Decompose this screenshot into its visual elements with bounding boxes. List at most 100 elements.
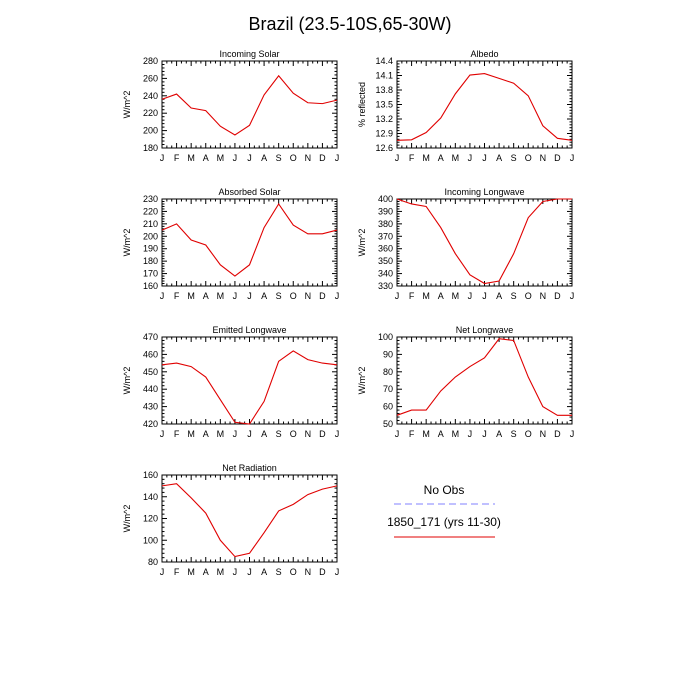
x-tick-label: A bbox=[203, 153, 209, 163]
x-tick-label: A bbox=[261, 429, 267, 439]
x-tick-label: J bbox=[468, 153, 473, 163]
y-tick-label: 380 bbox=[378, 219, 393, 229]
x-tick-label: F bbox=[409, 153, 415, 163]
y-tick-label: 390 bbox=[378, 206, 393, 216]
y-axis-label: W/m^2 bbox=[122, 229, 132, 257]
series-line-model bbox=[396, 198, 572, 285]
x-tick-label: J bbox=[482, 291, 487, 301]
y-tick-label: 12.6 bbox=[375, 143, 393, 153]
x-tick-label: J bbox=[160, 153, 165, 163]
y-tick-label: 340 bbox=[378, 269, 393, 279]
y-axis-label: W/m^2 bbox=[122, 367, 132, 395]
x-tick-label: N bbox=[305, 153, 312, 163]
x-tick-label: A bbox=[438, 153, 444, 163]
x-tick-label: D bbox=[319, 291, 326, 301]
y-tick-label: 470 bbox=[143, 332, 158, 342]
x-tick-label: J bbox=[233, 567, 238, 577]
series-line-model bbox=[396, 73, 573, 141]
x-tick-label: J bbox=[395, 429, 400, 439]
x-tick-label: D bbox=[319, 153, 326, 163]
x-tick-label: S bbox=[276, 291, 282, 301]
figure-title: Brazil (23.5-10S,65-30W) bbox=[248, 14, 451, 34]
x-tick-label: J bbox=[570, 291, 575, 301]
x-tick-label: A bbox=[261, 567, 267, 577]
x-tick-label: S bbox=[511, 291, 517, 301]
x-tick-label: M bbox=[217, 291, 225, 301]
x-tick-label: M bbox=[422, 291, 430, 301]
x-tick-label: S bbox=[511, 429, 517, 439]
x-tick-label: O bbox=[290, 153, 297, 163]
x-tick-label: F bbox=[409, 429, 415, 439]
x-tick-label: J bbox=[335, 567, 340, 577]
chart-title: Incoming Longwave bbox=[444, 187, 524, 197]
y-tick-label: 360 bbox=[378, 244, 393, 254]
x-tick-label: M bbox=[187, 291, 195, 301]
x-tick-label: N bbox=[305, 291, 312, 301]
x-tick-label: F bbox=[409, 291, 415, 301]
x-tick-label: J bbox=[233, 291, 238, 301]
x-tick-label: J bbox=[160, 429, 165, 439]
chart-title: Incoming Solar bbox=[219, 49, 279, 59]
x-tick-label: A bbox=[438, 429, 444, 439]
legend-obs-label: No Obs bbox=[424, 483, 465, 497]
y-tick-label: 350 bbox=[378, 256, 393, 266]
x-tick-label: J bbox=[482, 429, 487, 439]
x-tick-label: M bbox=[187, 153, 195, 163]
y-tick-label: 190 bbox=[143, 244, 158, 254]
y-axis-label: % reflected bbox=[357, 82, 367, 127]
series-line-model bbox=[161, 74, 338, 136]
x-tick-label: M bbox=[217, 429, 225, 439]
y-tick-label: 400 bbox=[378, 194, 393, 204]
x-tick-label: S bbox=[511, 153, 517, 163]
x-tick-label: A bbox=[438, 291, 444, 301]
x-tick-label: J bbox=[160, 567, 165, 577]
y-axis-label: W/m^2 bbox=[357, 229, 367, 257]
x-tick-label: J bbox=[233, 429, 238, 439]
y-tick-label: 230 bbox=[143, 194, 158, 204]
x-tick-label: S bbox=[276, 429, 282, 439]
y-tick-label: 210 bbox=[143, 219, 158, 229]
y-tick-label: 60 bbox=[383, 402, 393, 412]
y-tick-label: 330 bbox=[378, 281, 393, 291]
y-tick-label: 14.1 bbox=[375, 71, 393, 81]
x-tick-label: F bbox=[174, 291, 180, 301]
y-tick-label: 14.4 bbox=[375, 56, 393, 66]
y-tick-label: 13.8 bbox=[375, 85, 393, 95]
x-tick-label: J bbox=[468, 291, 473, 301]
x-tick-label: J bbox=[160, 291, 165, 301]
x-tick-label: J bbox=[335, 429, 340, 439]
y-tick-label: 80 bbox=[383, 367, 393, 377]
x-tick-label: J bbox=[335, 291, 340, 301]
x-tick-label: M bbox=[452, 153, 460, 163]
plot-frame bbox=[161, 336, 338, 425]
x-tick-label: J bbox=[247, 291, 252, 301]
chart-title: Emitted Longwave bbox=[212, 325, 286, 335]
x-tick-label: J bbox=[233, 153, 238, 163]
chart-title: Net Radiation bbox=[222, 463, 277, 473]
x-tick-label: D bbox=[554, 429, 561, 439]
x-tick-label: F bbox=[174, 567, 180, 577]
y-tick-label: 100 bbox=[378, 332, 393, 342]
x-tick-label: A bbox=[261, 291, 267, 301]
x-tick-label: N bbox=[305, 567, 312, 577]
x-tick-label: M bbox=[422, 429, 430, 439]
x-tick-label: M bbox=[422, 153, 430, 163]
y-axis-label: W/m^2 bbox=[122, 91, 132, 119]
y-tick-label: 420 bbox=[143, 419, 158, 429]
x-tick-label: D bbox=[319, 567, 326, 577]
series-line-model bbox=[161, 350, 338, 425]
y-tick-label: 140 bbox=[143, 492, 158, 502]
y-tick-label: 13.2 bbox=[375, 114, 393, 124]
y-tick-label: 13.5 bbox=[375, 100, 393, 110]
y-tick-label: 170 bbox=[143, 269, 158, 279]
x-tick-label: J bbox=[570, 153, 575, 163]
y-tick-label: 200 bbox=[143, 231, 158, 241]
y-tick-label: 220 bbox=[143, 108, 158, 118]
y-tick-label: 100 bbox=[143, 535, 158, 545]
